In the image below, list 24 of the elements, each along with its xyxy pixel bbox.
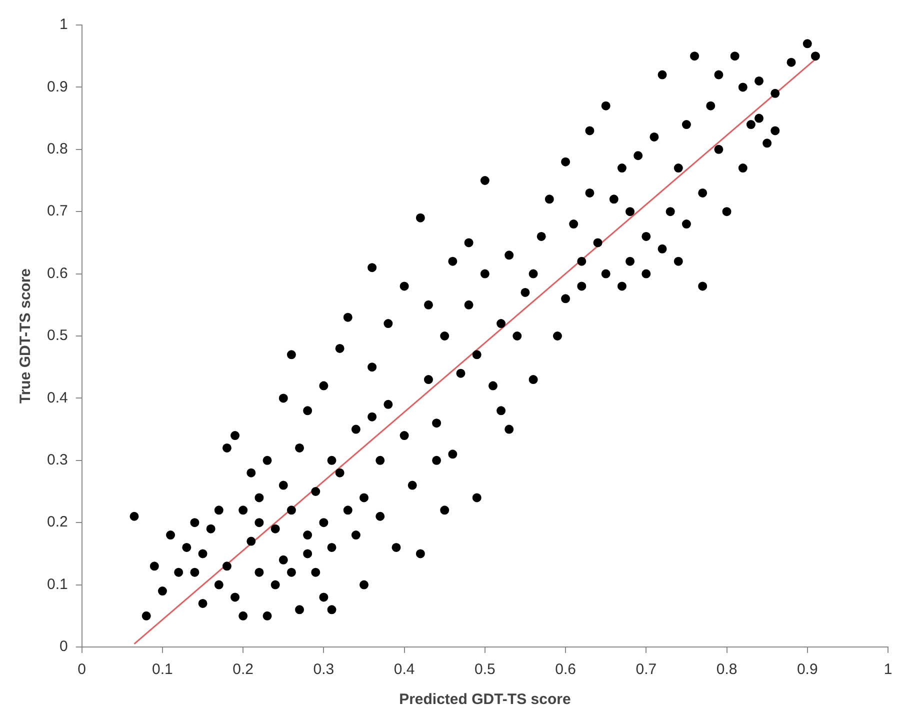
x-tick-label: 0.1 xyxy=(152,661,173,678)
y-tick-label: 0 xyxy=(60,638,68,656)
y-tick-label: 1 xyxy=(60,16,68,34)
y-tick-label: 0.5 xyxy=(46,327,68,344)
x-tick-label: 0.4 xyxy=(394,661,415,678)
y-tick-label: 0.1 xyxy=(46,576,68,593)
y-tick-label: 0.4 xyxy=(46,389,68,406)
x-axis-title: Predicted GDT-TS score xyxy=(399,691,571,708)
y-tick-label: 0.8 xyxy=(46,140,68,158)
y-axis-title: True GDT-TS score xyxy=(17,268,34,404)
x-tick-label: 0.9 xyxy=(796,661,818,678)
y-tick-label: 0.6 xyxy=(46,264,68,282)
y-tick-label: 0.2 xyxy=(46,514,68,531)
x-tick-label: 0.5 xyxy=(474,661,496,678)
y-tick-label: 0.7 xyxy=(46,202,68,220)
x-tick-label: 0.7 xyxy=(636,661,657,678)
x-tick-label: 0 xyxy=(78,661,86,678)
x-tick-label: 0.2 xyxy=(232,661,254,678)
x-tick-label: 0.6 xyxy=(555,661,576,678)
y-tick-label: 0.3 xyxy=(46,452,68,469)
x-tick-label: 0.3 xyxy=(313,661,334,678)
x-tick-label: 0.8 xyxy=(716,661,738,678)
x-tick-label: 1 xyxy=(884,661,892,678)
y-tick-label: 0.9 xyxy=(46,78,68,96)
